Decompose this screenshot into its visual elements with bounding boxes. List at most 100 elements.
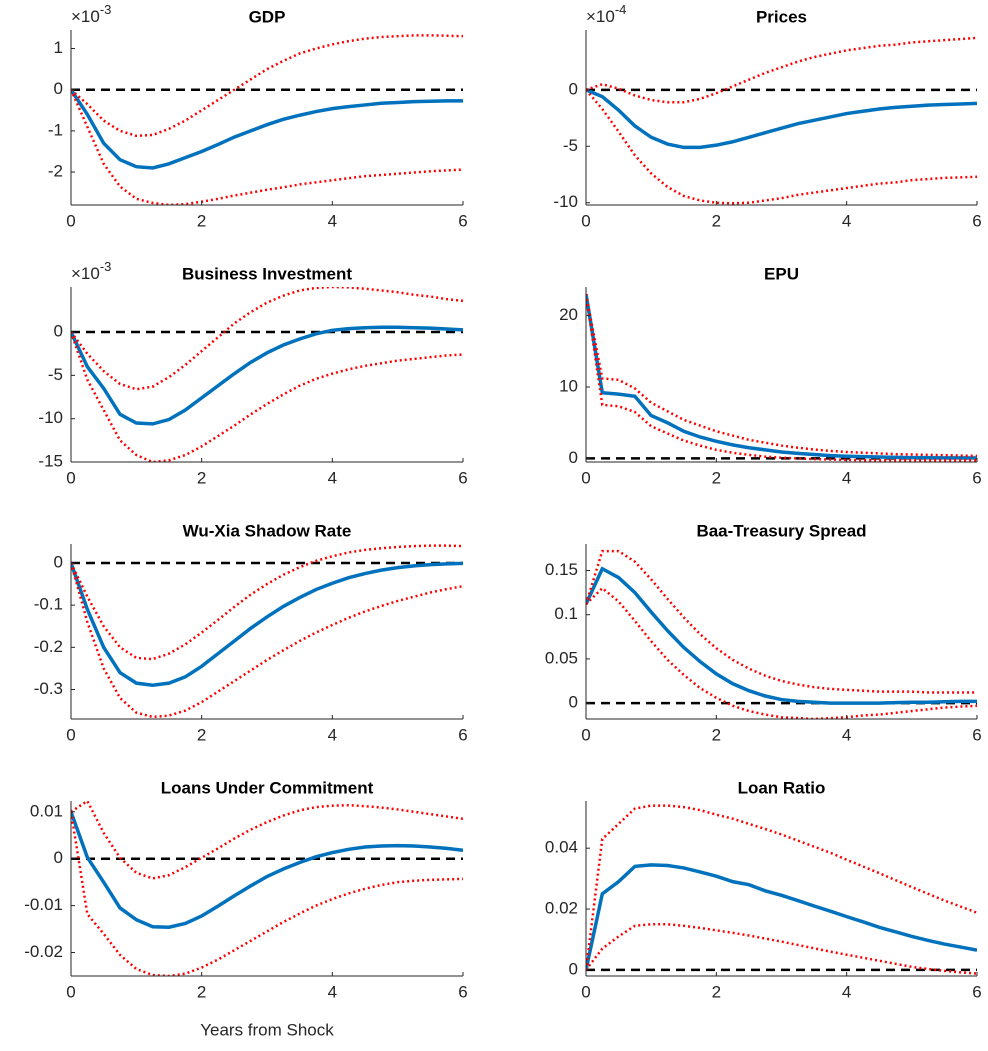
exponent-power: -3 <box>100 2 112 17</box>
y-tick-label: 0.04 <box>545 838 578 857</box>
y-tick-label: 0 <box>569 79 578 98</box>
y-tick-label: -0.2 <box>34 637 63 656</box>
x-tick-label: 2 <box>712 211 721 230</box>
y-tick-label: -0.02 <box>24 942 63 961</box>
series-line <box>71 331 463 462</box>
x-tick-label: 2 <box>197 468 206 487</box>
y-tick-label: -0.01 <box>24 895 63 914</box>
x-tick-label: 6 <box>972 982 981 1001</box>
x-tick-label: 0 <box>581 211 590 230</box>
x-tick-label: 4 <box>842 982 851 1001</box>
subplot-title: Wu-Xia Shadow Rate <box>183 521 352 540</box>
x-tick-label: 2 <box>712 982 721 1001</box>
x-tick-label: 0 <box>66 982 75 1001</box>
subplot: GDP ×10-3 0 2 4 6 -2 -1 0 1 <box>48 2 468 230</box>
y-tick-label: 0 <box>569 693 578 712</box>
x-tick-label: 4 <box>328 725 337 744</box>
exponent-base: ×10 <box>71 264 100 283</box>
series-line <box>586 36 977 104</box>
series-line <box>71 544 463 661</box>
series-line <box>586 88 977 150</box>
x-tick-label: 0 <box>581 725 590 744</box>
series-line <box>71 287 463 391</box>
subplot: EPU 0 2 4 6 0 10 20 <box>559 264 982 487</box>
exponent-power: -3 <box>100 259 112 274</box>
y-tick-label: -2 <box>48 162 63 181</box>
y-tick-label: -0.3 <box>34 679 63 698</box>
y-tick-label: -1 <box>48 120 63 139</box>
y-tick-label: -10 <box>38 408 63 427</box>
series-line <box>586 293 977 462</box>
subplot: Baa-Treasury Spread 0 2 4 6 0 0.05 0.1 0.15 <box>545 521 982 744</box>
y-tick-label: 0 <box>54 322 63 341</box>
series-line <box>71 34 463 138</box>
axis-exponent: ×10-3 <box>71 2 111 26</box>
subplot: Prices ×10-4 0 2 4 6 -10 -5 0 <box>553 2 981 230</box>
subplot: Business Investment ×10-3 0 2 4 6 -15 -10 -5 0 <box>38 259 467 487</box>
subplot-title: Loan Ratio <box>738 778 826 797</box>
subplot-title: Loans Under Commitment <box>161 778 374 797</box>
series-line <box>586 923 977 975</box>
y-tick-label: 0 <box>54 848 63 867</box>
x-tick-label: 6 <box>458 982 467 1001</box>
x-tick-label: 2 <box>712 468 721 487</box>
series-line <box>586 549 977 694</box>
exponent-base: ×10 <box>586 7 615 26</box>
y-tick-label: 0 <box>54 79 63 98</box>
subplot: Loan Ratio 0 2 4 6 0 0.02 0.04 <box>545 778 982 1001</box>
x-tick-label: 2 <box>197 211 206 230</box>
x-tick-label: 6 <box>458 468 467 487</box>
subplot-title: EPU <box>764 264 799 283</box>
y-tick-label: -5 <box>48 365 63 384</box>
x-tick-label: 0 <box>581 982 590 1001</box>
series-line <box>71 811 463 976</box>
subplot: Loans Under Commitment Years from Shock 0 2… <box>24 778 467 1039</box>
y-tick-label: 10 <box>559 376 578 395</box>
x-tick-label: 4 <box>328 982 337 1001</box>
x-tick-label: 0 <box>66 468 75 487</box>
subplot-title: Baa-Treasury Spread <box>696 521 866 540</box>
exponent-base: ×10 <box>71 7 100 26</box>
exponent-power: -4 <box>615 2 627 17</box>
y-tick-label: 0.15 <box>545 560 578 579</box>
x-tick-label: 4 <box>842 468 851 487</box>
y-tick-label: -5 <box>563 136 578 155</box>
series-line <box>586 293 977 458</box>
x-tick-label: 4 <box>842 725 851 744</box>
x-tick-label: 0 <box>66 725 75 744</box>
axis-exponent: ×10-3 <box>71 259 111 283</box>
x-tick-label: 0 <box>581 468 590 487</box>
series-line <box>71 89 463 205</box>
y-tick-label: 1 <box>54 38 63 57</box>
y-tick-label: 0.1 <box>554 604 578 623</box>
series-line <box>71 801 463 880</box>
series-line <box>71 811 463 929</box>
x-tick-label: 2 <box>712 725 721 744</box>
x-tick-label: 2 <box>197 725 206 744</box>
y-tick-label: 0 <box>54 552 63 571</box>
y-tick-label: 0.02 <box>545 899 578 918</box>
y-tick-label: 0 <box>569 959 578 978</box>
x-tick-label: 6 <box>458 211 467 230</box>
y-tick-label: 20 <box>559 305 578 324</box>
series-line <box>71 88 463 170</box>
y-tick-label: 0.01 <box>30 801 63 820</box>
x-axis-label: Years from Shock <box>200 1020 334 1039</box>
series-line <box>586 293 977 460</box>
x-tick-label: 6 <box>972 211 981 230</box>
x-tick-label: 0 <box>66 211 75 230</box>
y-tick-label: -10 <box>553 192 578 211</box>
series-line <box>586 566 977 705</box>
subplot-title: GDP <box>249 7 286 26</box>
x-tick-label: 6 <box>458 725 467 744</box>
series-line <box>71 325 463 426</box>
y-tick-label: 0.05 <box>545 648 578 667</box>
series-line <box>586 863 977 971</box>
x-tick-label: 6 <box>972 468 981 487</box>
series-line <box>71 562 463 719</box>
axis-exponent: ×10-4 <box>586 2 626 26</box>
y-tick-label: 0 <box>569 448 578 467</box>
y-tick-label: -0.1 <box>34 595 63 614</box>
series-line <box>586 804 977 971</box>
